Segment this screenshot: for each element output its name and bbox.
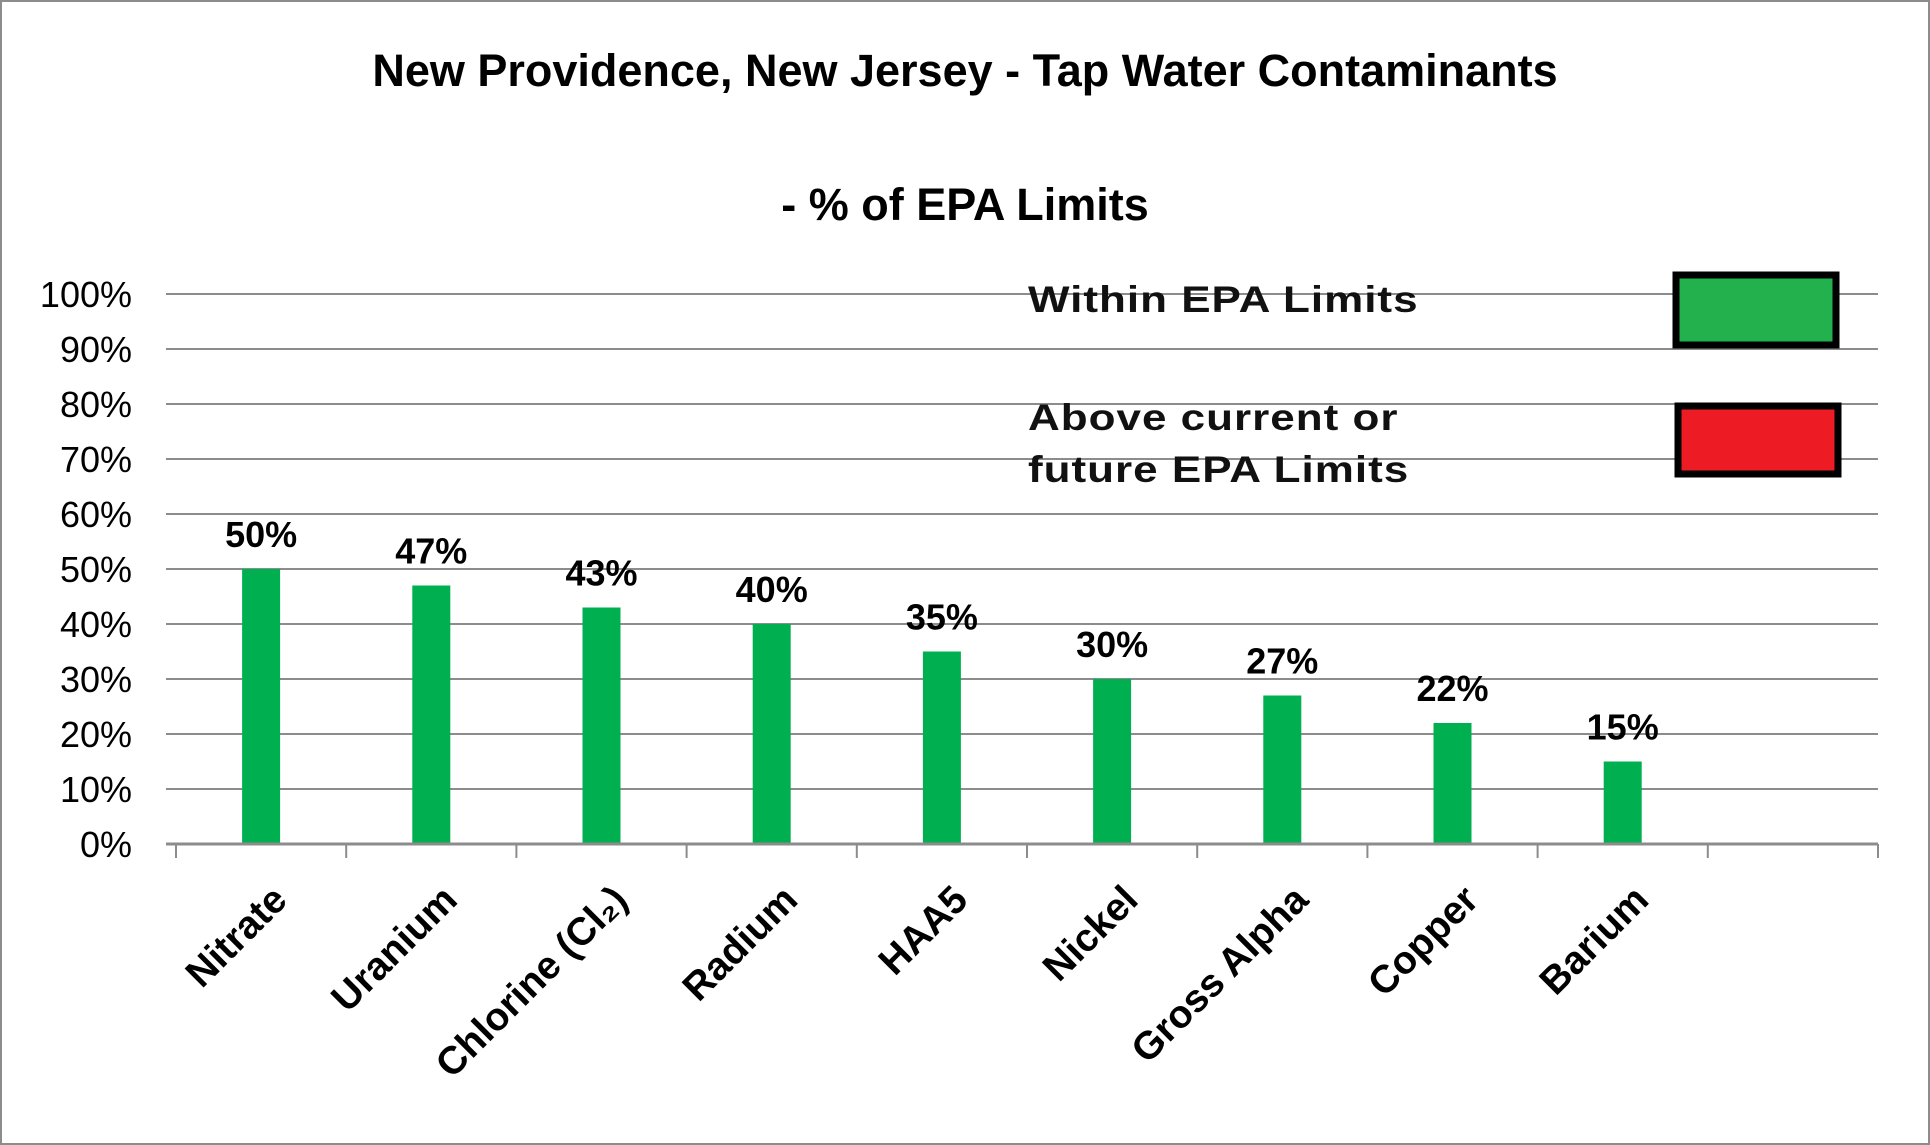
data-label: 15%: [1587, 707, 1659, 748]
data-label: 40%: [736, 569, 808, 610]
legend-swatch: [1672, 271, 1840, 349]
y-tick-label: 80%: [60, 384, 132, 425]
bar: [582, 607, 621, 844]
legend: Within EPA Limits Above current or future …: [1028, 271, 1842, 490]
legend-label: future EPA Limits: [1028, 448, 1409, 490]
bar: [1263, 695, 1302, 844]
y-tick-label: 20%: [60, 714, 132, 755]
y-tick-label: 10%: [60, 769, 132, 810]
gridlines: [166, 293, 1878, 790]
y-tick-label: 50%: [60, 549, 132, 590]
legend-label: Above current or: [1028, 396, 1398, 438]
data-label: 47%: [395, 531, 467, 572]
y-tick-label: 90%: [60, 329, 132, 370]
data-label: 27%: [1246, 641, 1318, 682]
y-tick-label: 100%: [40, 274, 132, 315]
chart-title: New Providence, New Jersey - Tap Water C…: [372, 45, 1557, 96]
legend-swatch: [1674, 402, 1842, 478]
data-label: 30%: [1076, 624, 1148, 665]
y-tick-label: 60%: [60, 494, 132, 535]
bar: [922, 651, 961, 844]
bar: [1093, 679, 1132, 844]
bar: [1433, 723, 1472, 844]
chart-subtitle: - % of EPA Limits: [781, 179, 1149, 230]
data-label: 22%: [1416, 668, 1488, 709]
bar: [412, 585, 451, 844]
legend-label: Within EPA Limits: [1028, 278, 1419, 320]
y-tick-label: 0%: [80, 824, 132, 865]
bar: [242, 569, 281, 844]
bar: [1603, 761, 1642, 844]
y-tick-label: 30%: [60, 659, 132, 700]
bars: 50% 47% 43% 40% 35% 30% 27% 22% 15%: [225, 514, 1659, 844]
data-label: 43%: [565, 553, 637, 594]
bar: [752, 624, 791, 844]
y-tick-label: 70%: [60, 439, 132, 480]
data-label: 50%: [225, 514, 297, 555]
data-label: 35%: [906, 597, 978, 638]
y-tick-label: 40%: [60, 604, 132, 645]
